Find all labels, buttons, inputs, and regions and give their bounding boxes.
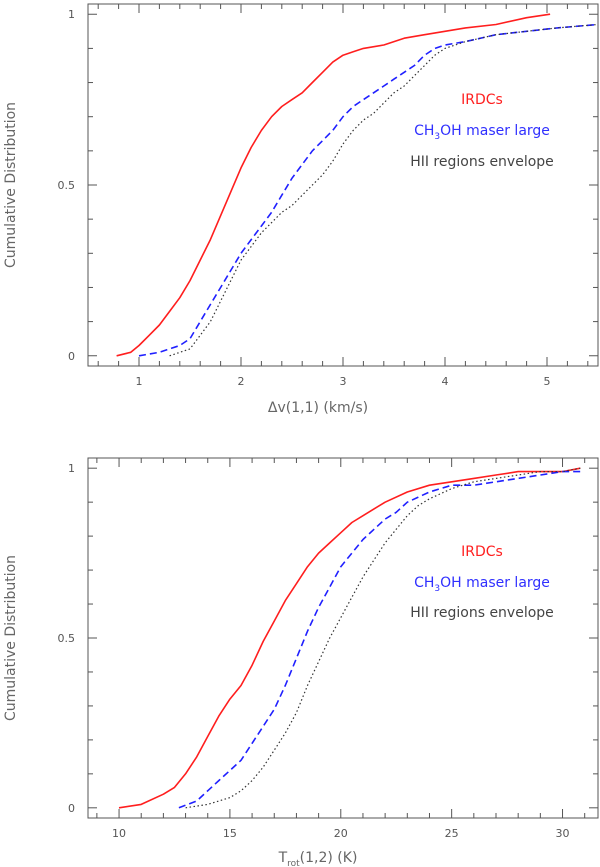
- x-tick-label: 4: [442, 375, 449, 388]
- x-tick-label: 3: [340, 375, 347, 388]
- series-line-3: [185, 467, 581, 809]
- legend-entry: CH3OH maser large: [414, 575, 550, 594]
- y-axis-label: Cumulative Distribution: [3, 555, 19, 721]
- series-line-1: [116, 13, 551, 357]
- x-tick-label: 2: [238, 375, 245, 388]
- x-axis-label: Trot(1,2) (K): [278, 850, 358, 867]
- legend-entry: HII regions envelope: [410, 154, 554, 170]
- x-tick-label: 30: [556, 827, 570, 840]
- x-tick-label: 25: [445, 827, 459, 840]
- chart-panel-1: 1 2 3 4 5 0 0.5 1 Cumulative Distribution Δv(1,1)…: [3, 3, 599, 416]
- y-tick-label: 0: [68, 802, 75, 815]
- x-tick-label: 15: [223, 827, 237, 840]
- x-tick-label: 5: [544, 375, 551, 388]
- legend-entry: CH3OH maser large: [414, 123, 550, 142]
- series-line-3: [169, 23, 599, 357]
- series-line-2: [138, 23, 599, 357]
- x-tick-label: 10: [112, 827, 126, 840]
- y-tick-label: 0.5: [58, 179, 76, 192]
- x-tick-label: 20: [334, 827, 348, 840]
- y-tick-label: 1: [68, 8, 75, 21]
- y-tick-label: 1: [68, 462, 75, 475]
- series-line-1: [118, 467, 581, 809]
- plot-frame: [87, 457, 599, 819]
- y-tick-label: 0: [68, 350, 75, 363]
- legend-entry: HII regions envelope: [410, 605, 554, 621]
- y-tick-label: 0.5: [58, 632, 76, 645]
- chart-panel-2: 10 15 20 25 30 0 0.5 1 Cumulative Distribution Tr…: [3, 457, 599, 867]
- legend-entry: IRDCs: [461, 544, 503, 560]
- x-tick-label: 1: [136, 375, 143, 388]
- series-line-2: [178, 470, 581, 809]
- y-axis-label: Cumulative Distribution: [3, 102, 19, 268]
- plot-frame: [87, 3, 599, 367]
- x-axis-label: Δv(1,1) (km/s): [268, 400, 368, 416]
- legend-entry: IRDCs: [461, 92, 503, 108]
